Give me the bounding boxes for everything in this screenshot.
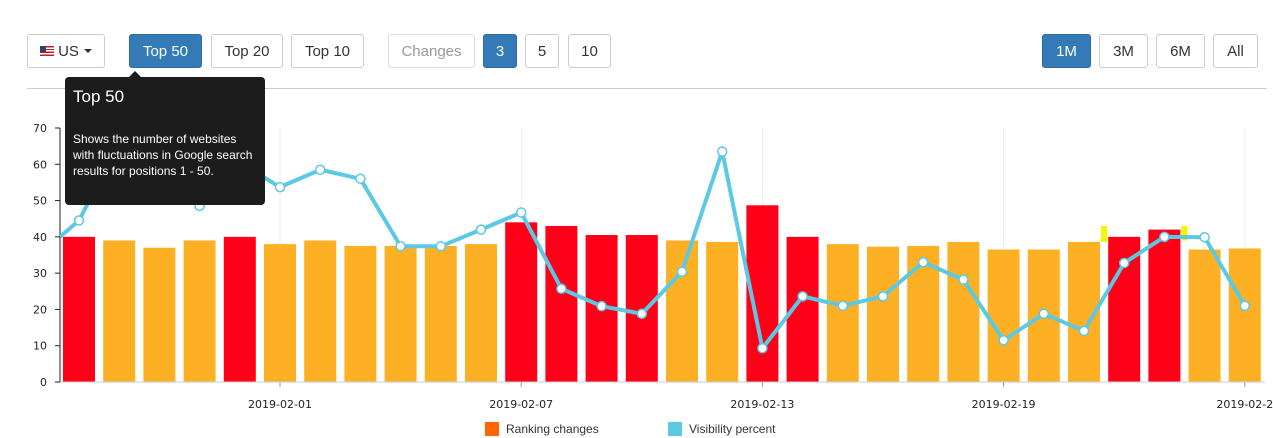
- y-tick-label: 70: [33, 122, 47, 135]
- bar: [183, 240, 216, 382]
- bar: [505, 222, 538, 382]
- country-dropdown[interactable]: US: [27, 34, 105, 68]
- bar: [1228, 248, 1261, 382]
- visibility-point: [395, 241, 406, 252]
- bar: [625, 235, 658, 382]
- visibility-point: [596, 300, 607, 312]
- visibility-point: [274, 181, 286, 193]
- bar: [223, 236, 256, 382]
- event-marker: [1181, 225, 1188, 241]
- legend-ranking-changes[interactable]: Ranking changes: [485, 422, 599, 436]
- us-flag-icon: [40, 46, 55, 56]
- bar: [103, 240, 136, 382]
- bar: [384, 245, 417, 382]
- x-tick-label: 2019-02-01: [248, 398, 312, 411]
- y-tick-label: 40: [33, 231, 47, 244]
- visibility-point: [475, 224, 487, 235]
- bar: [264, 244, 296, 382]
- changes-10-button[interactable]: 10: [568, 34, 611, 68]
- y-tick-label: 30: [33, 267, 47, 280]
- top-20-button[interactable]: Top 20: [211, 34, 283, 68]
- x-tick-label: 2019-02-13: [730, 398, 794, 411]
- visibility-point: [515, 207, 527, 218]
- visibility-point: [355, 173, 366, 185]
- legend-swatch: [668, 422, 682, 436]
- caret-down-icon: [83, 49, 92, 53]
- visibility-point: [716, 146, 728, 157]
- visibility-point: [917, 257, 929, 268]
- visibility-point: [314, 164, 326, 175]
- visibility-point: [958, 274, 969, 285]
- visibility-point: [1078, 325, 1090, 337]
- top-10-button[interactable]: Top 10: [291, 34, 364, 68]
- visibility-point: [73, 215, 85, 226]
- bar: [143, 247, 176, 382]
- x-tick-label: 2019-02-07: [489, 398, 553, 411]
- bar: [826, 244, 859, 382]
- changes-5-button[interactable]: 5: [525, 34, 559, 68]
- visibility-point: [837, 300, 849, 312]
- y-tick-label: 60: [33, 158, 47, 171]
- visibility-point: [877, 291, 889, 302]
- bar: [666, 240, 698, 382]
- legend-label: Ranking changes: [506, 422, 599, 436]
- changes-label: Changes: [388, 34, 475, 68]
- visibility-point: [998, 335, 1009, 346]
- bar: [545, 225, 578, 382]
- visibility-point: [1239, 300, 1251, 312]
- bar: [344, 245, 377, 382]
- top-50-button[interactable]: Top 50: [129, 34, 202, 68]
- y-tick-label: 50: [33, 195, 47, 208]
- country-label: US: [58, 42, 79, 60]
- x-tick-label: 2019-02-19: [972, 398, 1036, 411]
- bar: [987, 249, 1020, 382]
- visibility-point: [1199, 231, 1210, 243]
- legend-visibility-percent[interactable]: Visibility percent: [668, 422, 775, 436]
- bar: [465, 244, 497, 382]
- visibility-point: [676, 266, 688, 277]
- event-marker: [1101, 225, 1108, 242]
- y-tick-label: 20: [33, 303, 47, 316]
- visibility-point: [435, 241, 447, 252]
- bar: [424, 245, 457, 382]
- bar: [304, 240, 337, 382]
- tooltip: Top 50 Shows the number of websites with…: [65, 71, 265, 205]
- visibility-point: [556, 283, 567, 294]
- legend-label: Visibility percent: [689, 422, 776, 436]
- range-1m-button[interactable]: 1M: [1042, 34, 1091, 68]
- bar: [867, 246, 899, 382]
- tooltip-body: Shows the number of websites with fluctu…: [73, 132, 253, 178]
- tooltip-title: Top 50: [73, 87, 125, 106]
- bar: [1148, 229, 1181, 382]
- bar: [1188, 249, 1221, 382]
- changes-3-button[interactable]: 3: [483, 34, 517, 68]
- bar: [706, 241, 739, 382]
- range-all-button[interactable]: All: [1213, 34, 1258, 68]
- divider: [27, 88, 1267, 89]
- bar: [947, 241, 980, 382]
- range-6m-button[interactable]: 6M: [1156, 34, 1205, 68]
- visibility-point: [797, 291, 808, 302]
- y-tick-label: 10: [33, 340, 47, 353]
- visibility-point: [636, 308, 648, 320]
- x-tick-label: 2019-02-2: [1216, 398, 1273, 411]
- visibility-point: [1159, 231, 1170, 243]
- visibility-point: [1038, 308, 1050, 320]
- visibility-point: [1118, 257, 1130, 269]
- y-tick-label: 0: [40, 376, 47, 389]
- visibility-point: [757, 343, 768, 354]
- legend-swatch: [485, 422, 499, 436]
- bar: [63, 236, 95, 382]
- range-3m-button[interactable]: 3M: [1099, 34, 1148, 68]
